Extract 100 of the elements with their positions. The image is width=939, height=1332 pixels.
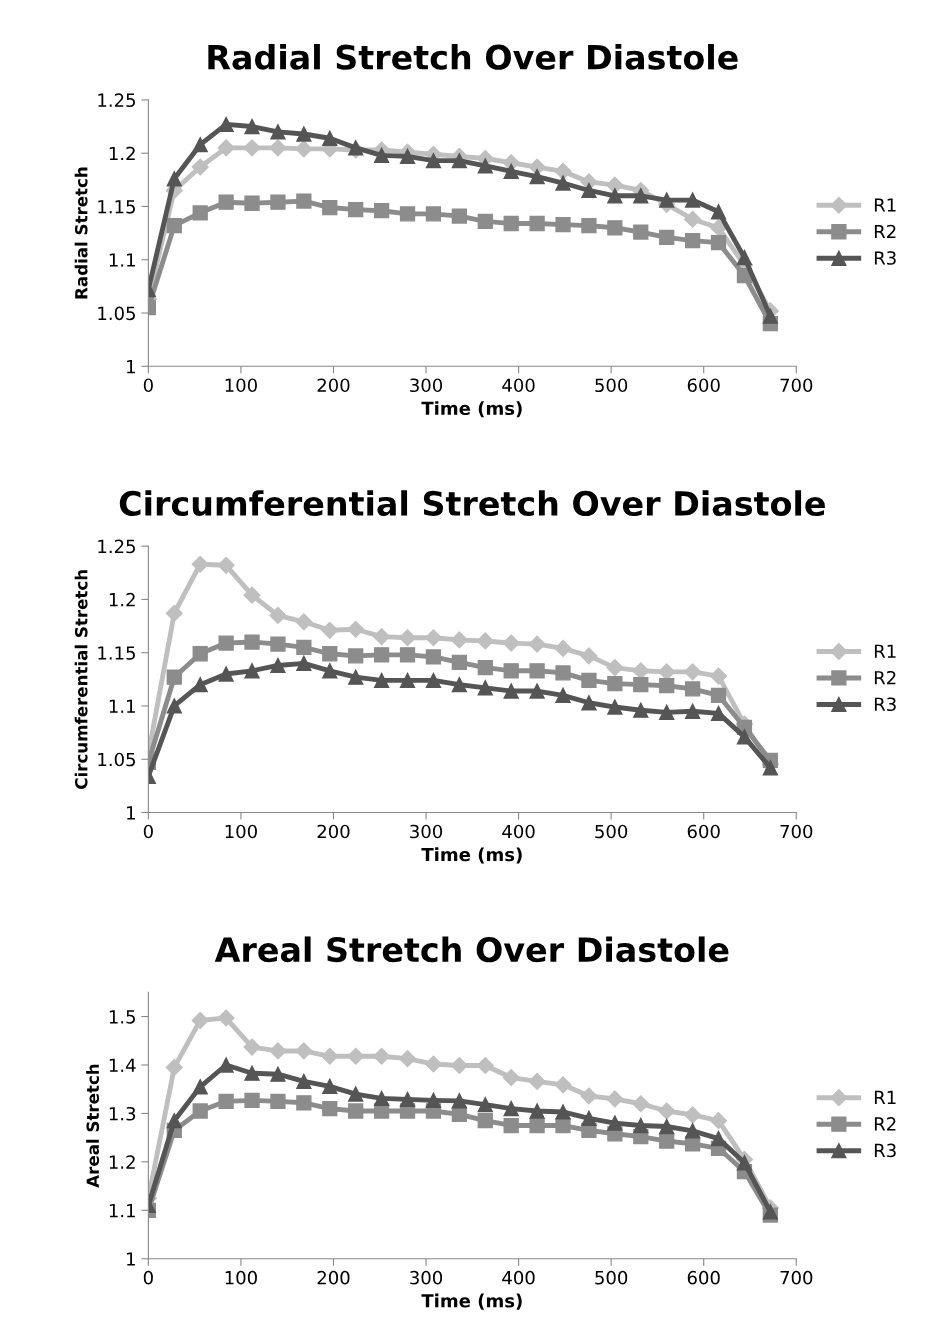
point [296,639,312,655]
point [451,677,467,693]
legend-label: R3 [874,1143,896,1158]
point [425,1092,442,1108]
point [555,1104,571,1120]
point [269,606,287,624]
point [684,681,701,697]
point [192,1079,208,1095]
point [477,1113,493,1129]
point [451,208,467,224]
point [450,631,468,649]
x-tick-label: 600 [687,824,720,839]
y-tick-label: 1 [127,360,135,374]
point [191,158,209,176]
point [399,206,416,222]
y-tick-label: 1.4 [109,1058,136,1072]
point [191,555,209,573]
point [503,215,519,232]
point [554,639,572,657]
y-tick-label: 1.15 [98,200,135,214]
point [425,152,442,169]
point [295,140,313,158]
point [762,760,778,776]
point [270,1093,286,1109]
x-tick-label: 0 [143,1270,153,1285]
point [373,1047,391,1065]
point [192,205,208,221]
point [477,213,493,230]
x-tick-label: 600 [687,378,720,393]
point [502,634,520,652]
point [477,1097,493,1113]
point [451,654,467,670]
point [503,663,519,679]
point [322,1078,338,1094]
point [528,635,546,653]
point [684,210,702,228]
point [218,666,234,682]
point [581,695,597,711]
point [709,1112,728,1130]
y-tick-label: 1.1 [109,699,135,713]
point [425,206,442,222]
point [373,672,390,689]
point [607,675,623,692]
point [503,1117,519,1134]
point [244,1065,260,1081]
point [243,1038,261,1056]
point [451,152,467,169]
y-axis-title: Radial Stretch [74,167,88,299]
point [476,632,494,650]
point [373,147,390,163]
point [710,204,727,220]
x-axis-title: Time (ms) [421,401,522,418]
point [347,620,365,638]
point [192,137,208,153]
x-axis-title: Time (ms) [421,847,522,864]
x-tick-label: 100 [225,378,257,393]
y-tick-label: 1.3 [109,1106,136,1121]
point [684,232,701,249]
point [659,704,675,720]
point [554,162,572,180]
point [736,249,753,266]
point [477,680,493,696]
point [607,220,623,236]
point [451,1093,467,1109]
point [581,1110,597,1126]
point [322,1100,338,1117]
point [606,176,624,194]
point [424,1055,442,1073]
y-tick-label: 1.15 [98,646,135,660]
x-tick-label: 400 [502,378,535,393]
x-tick-label: 300 [410,1270,443,1285]
point [606,1090,624,1108]
point [218,194,234,210]
point [503,683,519,699]
y-tick-label: 1.05 [98,752,135,767]
point [322,130,338,146]
point [348,1103,364,1119]
point [503,163,519,179]
point [295,1042,313,1060]
point [166,1113,182,1129]
y-tick-label: 1.2 [109,146,135,161]
point [581,182,597,199]
y-axis-title: Areal Stretch [86,1064,100,1188]
point [555,665,571,681]
x-tick-label: 300 [410,824,443,839]
legend-label: R3 [874,251,896,265]
point [425,649,442,665]
y-tick-label: 1 [127,806,135,820]
point [450,1056,468,1075]
legend-label: R2 [874,224,896,239]
point [217,139,235,157]
point [398,1050,417,1068]
point [607,699,623,715]
point [684,703,701,719]
point [684,192,701,208]
point [607,188,623,204]
x-tick-label: 400 [502,824,535,839]
point [709,667,728,685]
point [296,126,312,142]
point [659,192,675,208]
